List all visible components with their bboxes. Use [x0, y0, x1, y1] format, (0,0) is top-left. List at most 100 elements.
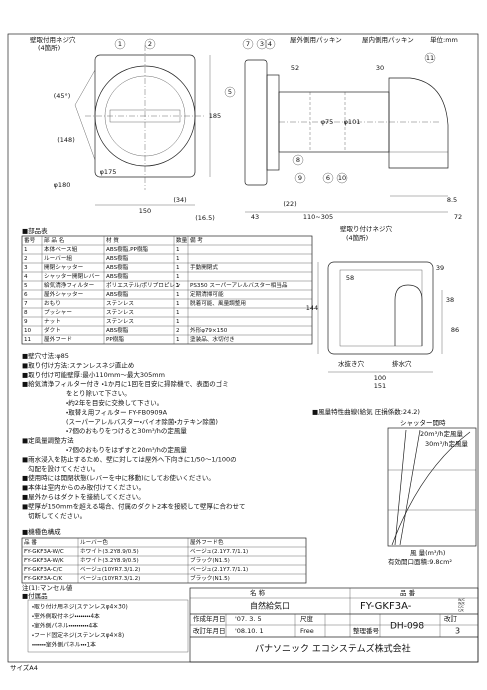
note-line: ■壁厚が150mmを超える場合、付属のダクト2本を接続して壁厚に合わせて — [22, 501, 245, 510]
accessories-box — [27, 599, 189, 653]
table-cell: ABS樹脂 — [106, 254, 129, 262]
dimension: (22) — [283, 200, 296, 208]
table-cell: 11 — [24, 337, 32, 343]
label: 改訂年月日 — [193, 626, 226, 635]
accessory: ・フード固定ネジ(ステンレスφ4×8) — [32, 631, 124, 639]
table-cell: PS350 スーパーアレルバスター相当品 — [190, 281, 288, 289]
label: (4箇所) — [346, 233, 368, 242]
dimension: 8.5 — [447, 196, 457, 204]
callout-circle — [424, 52, 436, 64]
variant: W/K — [458, 602, 465, 606]
label: 作成年月日 — [193, 614, 226, 623]
table-cell: ABS樹脂 — [106, 272, 129, 280]
table-header: 品 番 — [24, 539, 37, 546]
table-cell: ポリエステル/ポリプロピレン — [106, 281, 181, 289]
table-cell: ベージュ(10YR7.3/1.2) — [80, 575, 140, 582]
table-cell: ベージュ(2.1Y7.7/1.1) — [190, 566, 248, 573]
table-header: 番号 — [24, 237, 36, 244]
dimension: 110~305 — [303, 213, 333, 221]
dimension: φ75 — [321, 118, 334, 126]
table-cell: FY-GKF3A-W/C — [24, 549, 64, 555]
accessory: ・・・・・・・室外側パネル・・・1本 — [32, 641, 96, 649]
accessory: ・室外側取付ネジ・・・・・・・・4本 — [32, 612, 100, 620]
table-header: 備 考 — [190, 236, 203, 244]
callout-circle — [336, 172, 348, 184]
note-line: ■屋外からはダクトを接続してください。 — [22, 492, 145, 501]
table-cell: 給気清浄フィルター — [44, 281, 95, 289]
table-cell: プッシャー — [44, 309, 72, 316]
table-cell: 2 — [176, 328, 180, 334]
dimension: 185 — [209, 112, 221, 120]
table-cell: FY-GKF3A-W/K — [24, 558, 64, 564]
note-line: ■使用時には開閉状態(レバーを中に移動)にしてお使いください。 — [22, 473, 215, 482]
table-header: 屋外フード色 — [190, 538, 224, 546]
note-line: ■取り付け方法:ステンレスネジ直止め — [22, 360, 134, 369]
label: 品 番 — [400, 589, 416, 597]
dimension: 30 — [376, 64, 384, 72]
label: 壁取付用ネジ穴 — [30, 35, 76, 44]
label: 壁取り付けネジ穴 — [340, 224, 393, 233]
table-cell: ステンレス — [106, 300, 134, 307]
chart-title: ■風量特性曲線(給気 圧損係数:24.2) — [312, 407, 420, 416]
table-cell: ABS樹脂 — [106, 290, 129, 298]
accessory: ・室外側パネル・・・・・・・・・・4本 — [32, 622, 98, 630]
table-cell: 8 — [24, 310, 28, 316]
hood-view — [317, 261, 443, 373]
note-line: ・7個のおもりをはずすと20m³/hの定風量 — [66, 445, 187, 454]
dimension: 52 — [291, 64, 299, 72]
dimension: 43 — [251, 213, 259, 221]
callout-circle — [256, 38, 268, 50]
table-cell: 1 — [176, 301, 180, 307]
table-cell: 5 — [24, 283, 28, 289]
table-cell: 手動開閉式 — [190, 263, 218, 271]
curve-label: 30m³/h定風量 — [425, 440, 469, 448]
dimension: 72 — [454, 213, 462, 221]
company: パナソニック エコシステムズ株式会社 — [255, 643, 411, 655]
table-cell: 1 — [176, 247, 180, 253]
callout-circle — [224, 86, 236, 98]
table-cell: ルーバー組 — [44, 254, 72, 262]
table-header: 材 質 — [106, 236, 119, 244]
value: '07. 3. 5 — [235, 615, 262, 623]
value: '08.10. 1 — [235, 627, 264, 635]
table-cell: PP樹脂 — [106, 335, 124, 343]
table-cell: 7 — [24, 301, 28, 307]
callout: 2 — [148, 40, 152, 48]
table-cell: ステンレス — [106, 309, 134, 316]
note-line: ■本体は室内からのみ取付けてください。 — [22, 483, 145, 492]
table-cell: 1 — [176, 319, 180, 325]
callout: 8 — [296, 156, 300, 164]
accessory: ・取り付け用ネジ(ステンレスφ4×30) — [32, 603, 128, 611]
dimension: 151 — [374, 382, 386, 390]
callout: 5 — [228, 88, 232, 96]
callout-circle — [144, 38, 156, 50]
variant: C/C — [458, 605, 465, 609]
table-cell: FY-GKF3A-C/C — [24, 567, 62, 573]
table-cell: 6 — [24, 292, 28, 298]
label: 屋内側用パッキン — [362, 35, 414, 44]
dimension: (148) — [57, 136, 74, 144]
table-header: 部 品 名 — [44, 236, 64, 244]
table-cell: ABS樹脂 — [106, 263, 129, 271]
value: Free — [300, 627, 314, 635]
dimension: 86 — [451, 326, 459, 334]
table-cell: 開閉シャッター — [44, 263, 84, 271]
table-cell: ABS樹脂 — [106, 326, 129, 334]
product-model: FY-GKF3A- — [360, 601, 412, 612]
value: 3 — [455, 627, 460, 636]
table-cell: ステンレス — [106, 318, 134, 325]
label: 排水穴 — [392, 359, 412, 368]
label: (4箇所) — [38, 43, 60, 52]
table-cell: 1 — [176, 292, 180, 298]
variant: W/C — [458, 598, 465, 602]
table-cell: 4 — [24, 274, 28, 280]
note-line: ■給気清浄フィルター付き ・1か月に1回を目安に掃除機で、表面のゴミ — [22, 379, 229, 388]
note-line: をとり除いて下さい。 — [66, 389, 131, 398]
table-cell: 1 — [176, 265, 180, 271]
note-line: ■定風量調整方法 — [22, 436, 74, 445]
table-cell: ナット — [44, 318, 61, 325]
table-cell: 1 — [176, 274, 180, 280]
dimension: (45°) — [54, 92, 71, 100]
